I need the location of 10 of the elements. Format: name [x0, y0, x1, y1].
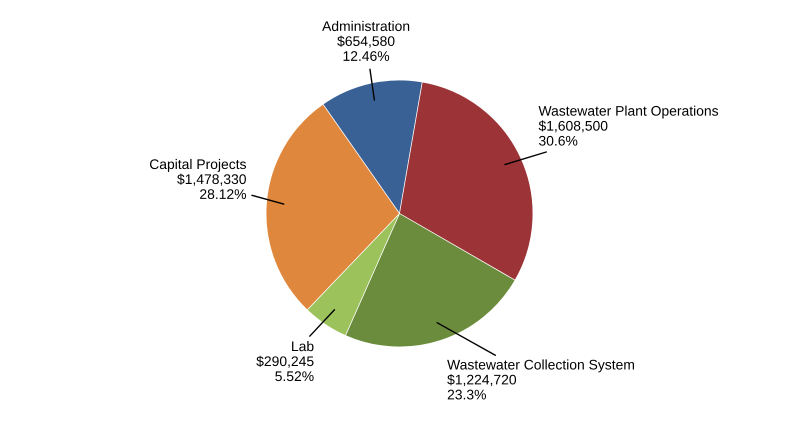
data-label: $654,580 12.46%	[337, 36, 394, 61]
slice-label: Lab	[292, 340, 314, 352]
slice-label: Wastewater Collection System	[447, 359, 634, 372]
slice-label: Administration	[322, 20, 410, 32]
slice-label: Capital Projects	[150, 158, 246, 172]
data-label: $1,478,330 28.12%	[177, 174, 246, 200]
slice-label: Wastewater Plant Operations	[538, 106, 718, 119]
data-label: $290,245 5.52%	[256, 356, 314, 382]
data-label: $1,608,500 30.6%	[538, 120, 608, 146]
data-label: $1,224,720 23.3%	[447, 374, 516, 400]
